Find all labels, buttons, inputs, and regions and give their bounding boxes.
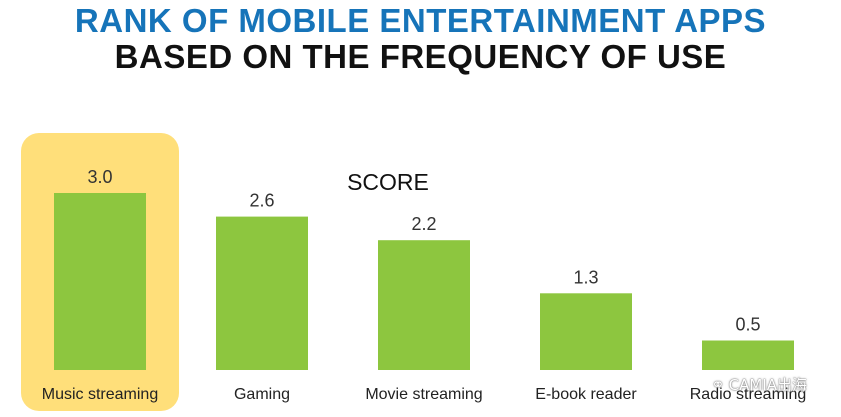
bar-radio-streaming: [702, 340, 794, 370]
watermark: ⚭ CAMIA出海: [711, 374, 807, 395]
value-label: 0.5: [735, 315, 760, 335]
category-label: Music streaming: [42, 386, 158, 403]
category-label: Gaming: [234, 386, 290, 403]
bar-music-streaming: [54, 193, 146, 370]
category-label: Radio streaming: [690, 386, 807, 403]
bar-gaming: [216, 216, 308, 370]
category-label: E-book reader: [535, 386, 637, 403]
chart-title: RANK OF MOBILE ENTERTAINMENT APPS: [74, 2, 767, 39]
bar-e-book-reader: [540, 293, 632, 370]
chart-subtitle: BASED ON THE FREQUENCY OF USE: [114, 38, 727, 75]
series-label: SCORE: [347, 169, 429, 195]
bar-movie-streaming: [378, 240, 470, 370]
value-label: 1.3: [573, 267, 598, 287]
value-label: 3.0: [87, 167, 112, 187]
wechat-icon: ⚭: [711, 375, 725, 394]
watermark-text: CAMIA出海: [728, 376, 807, 394]
category-label: Movie streaming: [365, 386, 482, 403]
value-label: 2.6: [249, 191, 274, 211]
value-label: 2.2: [411, 214, 436, 234]
bar-group: 3.0 Music streaming 2.6 Gaming 2.2 Movie stre…: [42, 167, 806, 403]
